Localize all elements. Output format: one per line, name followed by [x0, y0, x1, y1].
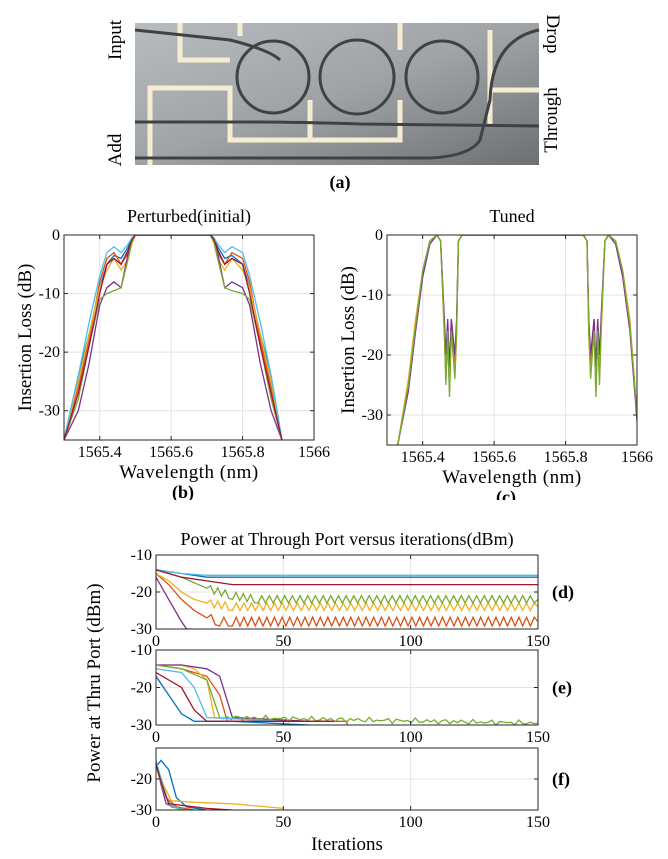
panel-b-y-tick-label: 0	[52, 227, 60, 244]
panel-f-series-line	[156, 759, 207, 810]
waveguides	[134, 28, 540, 160]
iteration-charts: Power at Through Port versus iterations(…	[84, 529, 574, 855]
caption-a: (a)	[329, 172, 351, 192]
panel-b-x-tick-label: 1565.8	[221, 444, 265, 461]
panel-c-series-group	[397, 235, 637, 445]
panel-e-series-line	[156, 664, 284, 722]
panel-c-y-tick-label: -20	[362, 347, 383, 364]
caption-e: (e)	[552, 678, 572, 699]
panel-d-series-line	[156, 569, 538, 605]
panel-f-series-line	[156, 763, 233, 810]
panel-b-plot-frame	[63, 234, 315, 441]
panel-e-series-line	[156, 668, 284, 722]
panel-b-series-line	[64, 235, 283, 440]
panel-e-x-tick-label: 50	[275, 729, 291, 746]
panel-d-x-tick-label: 100	[399, 633, 423, 650]
caption-d: (d)	[552, 582, 574, 603]
panel-d-series-group	[156, 569, 538, 629]
panel-b-series-group	[64, 235, 283, 440]
caption-c: (c)	[496, 487, 516, 500]
panel-d-series-line	[156, 569, 538, 578]
panel-b-ylabel: Insertion Loss (dB)	[15, 264, 36, 412]
panel-f-x-tick-label: 0	[152, 814, 160, 831]
panel-d-x-tick-label: 50	[275, 633, 291, 650]
panel-c-y-tick-label: -30	[362, 407, 383, 424]
panel-c-xlabel: Wavelength (nm)	[442, 467, 581, 488]
panel-d-series-line	[156, 569, 538, 586]
spectra-charts: 1565.4 1565.6 1565.8 1566 -30 -20 -10 0 Perturbe…	[15, 206, 653, 500]
input-label: Input	[105, 19, 126, 61]
panel-e-y-tick-label: -20	[131, 680, 152, 697]
panel-c-axes: 1565.4 1565.6 1565.8 1566 -30 -20 -10 0	[362, 227, 653, 466]
panel-b-y-tick-label: -20	[39, 344, 60, 361]
iterations-title: Power at Through Port versus iterations(…	[180, 529, 513, 550]
micrograph-figure: Input Add Drop Through (a)	[0, 0, 668, 200]
caption-f: (f)	[552, 769, 570, 790]
panel-f-x-tick-label: 150	[526, 814, 550, 831]
panel-b-series-line	[64, 235, 283, 440]
ring-resonator-micrograph	[134, 23, 540, 165]
panel-f-axes: 0 50 100 150 -30 -20	[131, 747, 550, 831]
panel-b-series-line	[64, 235, 283, 440]
panel-c-ylabel: Insertion Loss (dB)	[338, 266, 359, 414]
panel-b-x-tick-label: 1565.4	[78, 444, 122, 461]
panel-e-series-line	[156, 664, 309, 722]
panel-c-series-line	[397, 235, 637, 445]
caption-b: (b)	[172, 482, 194, 500]
iterations-ylabel: Power at Thru Port (dBm)	[84, 583, 105, 782]
panel-d-series-line	[156, 576, 192, 629]
panel-b-x-tick-label: 1566	[298, 444, 330, 461]
panel-f-series-group	[156, 759, 284, 810]
panel-e-series-group	[156, 664, 538, 725]
panel-e-x-tick-label: 150	[526, 729, 550, 746]
panel-e-series-line	[156, 671, 335, 722]
panel-d-axes: 0 50 100 150 -30 -20 -10	[131, 547, 550, 650]
panel-c-title: Tuned	[489, 206, 534, 226]
panel-b-xlabel: Wavelength (nm)	[119, 462, 258, 483]
panel-b-axes: 1565.4 1565.6 1565.8 1566 -30 -20 -10 0	[39, 227, 330, 461]
panel-b-y-tick-label: -10	[39, 286, 60, 303]
panel-e-y-tick-label: -10	[131, 642, 152, 659]
panel-b-x-tick-label: 1565.6	[149, 444, 193, 461]
panel-e-x-tick-label: 100	[399, 729, 423, 746]
panel-c-x-tick-label: 1566	[621, 449, 653, 466]
drop-label: Drop	[542, 14, 563, 54]
panel-d-x-tick-label: 150	[526, 633, 550, 650]
panel-f-x-tick-label: 50	[275, 814, 291, 831]
panel-d-y-tick-label: -30	[131, 621, 152, 638]
panel-b-y-tick-label: -30	[39, 403, 60, 420]
panel-c-x-tick-label: 1565.8	[544, 449, 588, 466]
panel-b-title: Perturbed(initial)	[127, 206, 251, 227]
panel-c-x-tick-label: 1565.6	[472, 449, 516, 466]
panel-d-y-tick-label: -20	[131, 584, 152, 601]
panel-f-y-tick-label: -20	[131, 771, 152, 788]
panel-d-y-tick-label: -10	[131, 547, 152, 564]
panel-c-x-tick-label: 1565.4	[401, 449, 445, 466]
panel-f-x-tick-label: 100	[399, 814, 423, 831]
panel-f-y-tick-label: -30	[131, 802, 152, 819]
panel-b-series-line	[64, 235, 283, 440]
through-label: Through	[541, 87, 562, 153]
panel-b-series-line	[64, 235, 283, 440]
panel-d-x-tick-label: 0	[152, 633, 160, 650]
iterations-xlabel: Iterations	[311, 834, 383, 855]
panel-c-plot-frame	[386, 234, 638, 446]
panel-d-series-line	[156, 573, 538, 628]
panel-d-series-line	[156, 572, 538, 612]
panel-c-y-tick-label: -10	[362, 287, 383, 304]
panel-d-series-line	[156, 569, 538, 576]
panel-e-y-tick-label: -30	[131, 717, 152, 734]
panel-b-series-line	[64, 235, 283, 440]
panel-c-y-tick-label: 0	[375, 227, 383, 244]
panel-f-series-line	[156, 763, 284, 810]
panel-e-x-tick-label: 0	[152, 729, 160, 746]
panel-b-series-line	[64, 235, 283, 440]
panel-e-series-line	[156, 664, 538, 725]
add-label: Add	[105, 133, 126, 167]
panel-e-axes: 0 50 100 150 -30 -20 -10	[131, 642, 550, 746]
